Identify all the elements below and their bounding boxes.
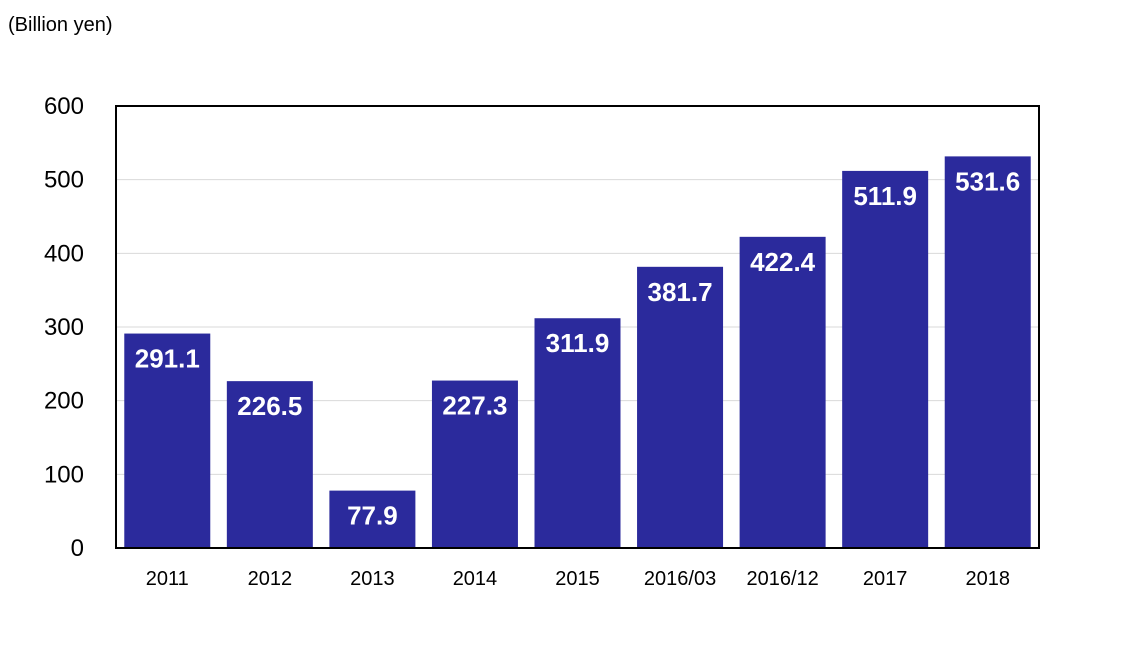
bar bbox=[226, 381, 313, 548]
bar bbox=[842, 170, 929, 548]
data-label: 77.9 bbox=[347, 501, 398, 531]
plot-area-border bbox=[115, 105, 1040, 549]
bar bbox=[534, 318, 621, 548]
data-label: 511.9 bbox=[853, 181, 917, 211]
y-tick-label: 200 bbox=[44, 388, 84, 415]
data-label: 311.9 bbox=[546, 328, 610, 358]
y-axis-unit-label: (Billion yen) bbox=[8, 14, 113, 36]
x-tick-label: 2012 bbox=[248, 568, 293, 590]
data-label: 226.5 bbox=[237, 391, 302, 421]
x-tick-label: 2017 bbox=[863, 568, 908, 590]
data-label: 422.4 bbox=[750, 247, 816, 277]
x-tick-label: 2011 bbox=[146, 568, 189, 590]
data-label: 227.3 bbox=[442, 391, 507, 421]
data-labels: 291.1 226.5 77.9 227.3 311.9 381.7 422.4 511.9 5… bbox=[135, 166, 1021, 530]
bar bbox=[124, 333, 211, 548]
bar bbox=[739, 236, 826, 548]
bars bbox=[124, 156, 1031, 548]
x-tick-label: 2015 bbox=[555, 568, 600, 590]
x-tick-label: 2013 bbox=[350, 568, 395, 590]
plot-frame bbox=[115, 105, 1040, 549]
bar bbox=[431, 380, 518, 548]
y-tick-label: 500 bbox=[44, 167, 84, 194]
bar bbox=[944, 156, 1031, 548]
x-tick-label: 2016/03 bbox=[644, 568, 716, 590]
y-tick-label: 600 bbox=[44, 93, 84, 120]
y-tick-label: 300 bbox=[44, 314, 84, 341]
y-axis-ticks: 0 100 200 300 400 500 600 bbox=[44, 93, 84, 562]
data-label: 291.1 bbox=[135, 344, 200, 374]
data-label: 381.7 bbox=[648, 277, 713, 307]
y-tick-label: 0 bbox=[71, 535, 84, 562]
data-label: 531.6 bbox=[955, 166, 1020, 196]
bar bbox=[637, 266, 724, 548]
x-axis-ticks: 2011 2012 2013 2014 2015 2016/03 2016/12 2017 20… bbox=[146, 568, 1010, 590]
y-tick-label: 400 bbox=[44, 240, 84, 267]
y-tick-label: 100 bbox=[44, 461, 84, 488]
x-tick-label: 2016/12 bbox=[746, 568, 818, 590]
x-tick-label: 2018 bbox=[965, 568, 1010, 590]
bar bbox=[329, 490, 416, 548]
x-tick-label: 2014 bbox=[453, 568, 498, 590]
